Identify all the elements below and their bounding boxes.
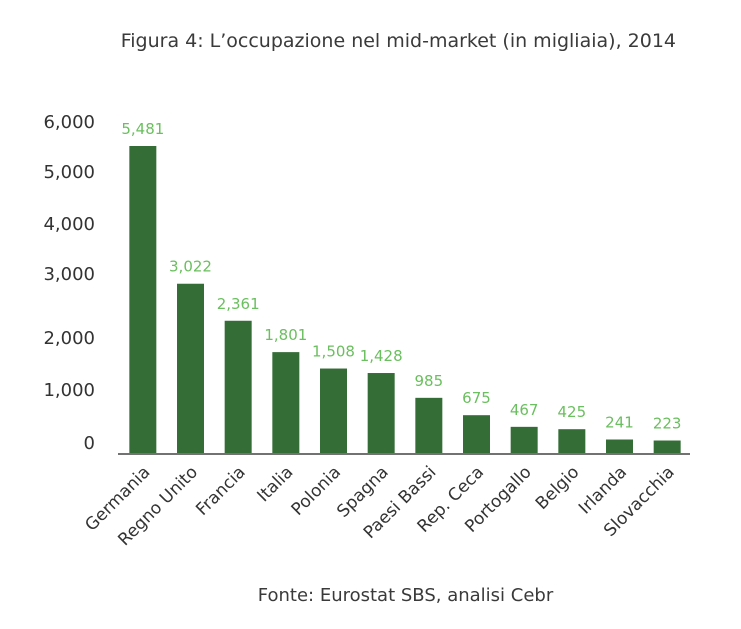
bar — [272, 352, 300, 453]
data-label: 2,361 — [217, 295, 260, 313]
source-note: Fonte: Eurostat SBS, analisi Cebr — [257, 585, 554, 606]
bar — [224, 320, 252, 453]
bar — [653, 440, 681, 453]
data-label: 1,508 — [312, 343, 355, 361]
category-label: Francia — [192, 462, 249, 519]
data-label: 3,022 — [169, 258, 212, 276]
data-label: 223 — [653, 415, 682, 433]
data-label: 1,801 — [264, 326, 307, 344]
category-label: Italia — [254, 462, 298, 506]
bar — [367, 373, 395, 453]
data-label: 1,428 — [360, 347, 403, 365]
bar — [510, 426, 538, 453]
y-tick-label: 2,000 — [43, 328, 95, 349]
data-label: 675 — [462, 389, 491, 407]
bar — [177, 283, 204, 453]
y-tick-label: 0 — [84, 433, 95, 454]
bar — [320, 368, 347, 453]
bars — [129, 146, 681, 453]
y-tick-label: 5,000 — [43, 162, 95, 183]
bar — [606, 439, 633, 453]
bar — [463, 415, 490, 453]
data-label: 985 — [415, 372, 444, 390]
y-tick-label: 3,000 — [43, 264, 95, 285]
bar — [558, 429, 586, 453]
data-label: 467 — [510, 401, 539, 419]
chart-title: Figura 4: L’occupazione nel mid-market (… — [120, 30, 676, 52]
data-label: 5,481 — [121, 120, 164, 138]
y-tick-label: 4,000 — [43, 214, 95, 235]
y-tick-label: 1,000 — [43, 380, 95, 401]
data-label: 241 — [605, 414, 634, 432]
data-label: 425 — [558, 403, 587, 421]
bar — [129, 146, 157, 453]
y-tick-label: 6,000 — [43, 112, 95, 133]
y-axis-ticks: 0 1,000 2,000 3,000 4,000 5,000 6,000 — [43, 112, 95, 454]
bar — [415, 397, 443, 453]
